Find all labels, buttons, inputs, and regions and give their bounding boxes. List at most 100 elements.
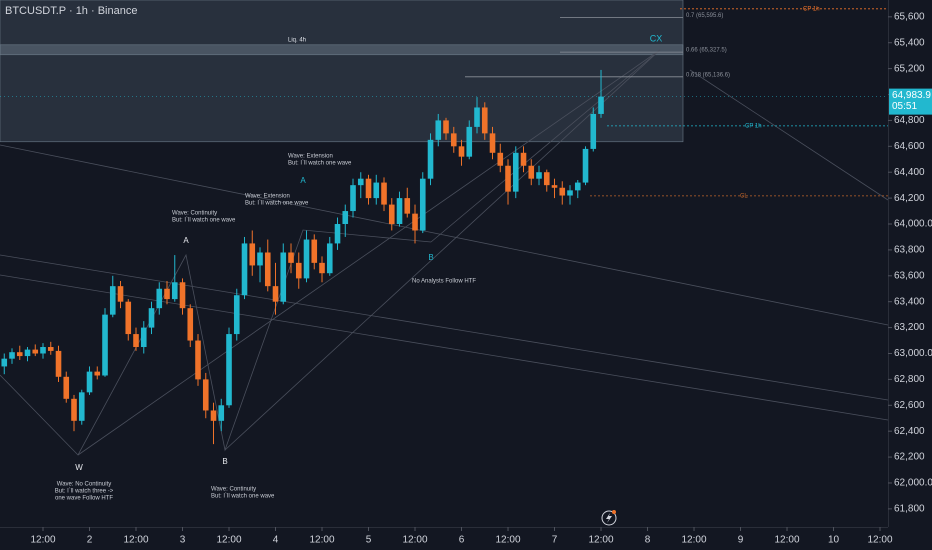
countdown: 05:51 [892, 101, 917, 112]
candle-body [47, 347, 54, 351]
candle-body [536, 172, 542, 179]
candle-body [40, 347, 46, 354]
candle-body [528, 165, 535, 179]
candle-body [474, 107, 480, 127]
candle-body [86, 371, 93, 393]
candle-body [272, 286, 279, 302]
annotation: Wave: No Continuity [57, 482, 111, 488]
candle-body [567, 190, 573, 196]
candle-body [489, 133, 496, 153]
candle-body [350, 185, 356, 212]
candle-body [404, 198, 411, 214]
x-tick-label: 10 [828, 535, 840, 546]
zone [0, 44, 684, 56]
x-tick-label: 12:00 [123, 535, 148, 546]
trend-line [689, 69, 889, 201]
candle-body [24, 349, 31, 357]
candle-body [156, 288, 163, 309]
annotation: Wave: Extension [288, 154, 333, 160]
candle-body [295, 262, 302, 279]
candle-body [357, 178, 364, 186]
x-tick-label: 12:00 [589, 535, 614, 546]
trend-line [77, 49, 661, 456]
trend-lines [0, 49, 889, 456]
y-tick-label: 63,600 [894, 270, 925, 281]
trend-line [0, 144, 889, 326]
candle-body [559, 187, 566, 196]
candle-body [303, 239, 310, 279]
annotation: But: I`ll watch one wave [245, 201, 309, 207]
candle-body [16, 352, 23, 357]
annotation: one wave Follow HTF [55, 496, 113, 502]
candle-body [32, 349, 39, 354]
candle-body [598, 96, 604, 114]
x-tick-label: 12:00 [309, 535, 334, 546]
candle-body [326, 243, 333, 274]
candle-body [582, 148, 589, 183]
annotation: But: I`ll watch one wave [288, 161, 352, 167]
y-tick-label: 63,800 [894, 245, 925, 256]
level-label: CL [740, 193, 748, 199]
candle-body [342, 211, 349, 225]
candle-body [443, 120, 449, 134]
y-tick-label: 63,000.0 [894, 348, 932, 359]
x-tick-label: 12:00 [868, 535, 893, 546]
candle-body [311, 239, 318, 263]
candle-body [102, 314, 108, 376]
candle-body [505, 165, 511, 192]
trend-line [430, 49, 661, 243]
wave-label: B [428, 253, 433, 262]
candle-body [202, 379, 209, 411]
candle-body [427, 139, 434, 179]
x-tick-label: 12:00 [495, 535, 520, 546]
annotation: But: I`ll watch one wave [172, 218, 236, 224]
y-tick-label: 64,000.0 [894, 219, 932, 230]
x-tick-label: 5 [366, 535, 372, 546]
y-tick-label: 61,800 [894, 504, 925, 515]
y-tick-label: 64,200 [894, 193, 925, 204]
candle-body [396, 198, 403, 225]
y-tick-label: 65,200 [894, 63, 925, 74]
wave-path [0, 229, 432, 456]
x-tick-label: 12:00 [30, 535, 55, 546]
candle-body [249, 243, 256, 266]
y-tick-label: 62,200 [894, 452, 925, 463]
y-tick-label: 63,200 [894, 322, 925, 333]
x-tick-label: 9 [738, 535, 744, 546]
x-tick-label: 8 [645, 535, 651, 546]
level-label: 0.7 (65,595.6) [686, 13, 723, 19]
x-tick-label: 12:00 [216, 535, 241, 546]
y-tick-label: 62,800 [894, 374, 925, 385]
y-tick-label: 64,800 [894, 115, 925, 126]
wave-label: B [222, 457, 227, 466]
candle-body [195, 340, 201, 380]
candle-body [574, 182, 581, 191]
candle-body [55, 350, 62, 377]
candle-body [412, 213, 418, 231]
zone [0, 0, 684, 143]
level-label: CP 1h [745, 123, 762, 129]
x-tick-label: 12:00 [682, 535, 707, 546]
level-label: CP 1h [803, 6, 820, 12]
trend-line [224, 49, 661, 451]
trend-line [0, 254, 889, 401]
y-tick-label: 62,600 [894, 400, 925, 411]
candle-body [78, 392, 85, 421]
annotation: Wave: Extension [245, 194, 290, 200]
candle-body [551, 185, 558, 188]
candle-body [148, 308, 155, 328]
candle-body [365, 178, 372, 199]
candle-body [125, 301, 132, 335]
zone-label: Liq. 4h [288, 37, 306, 43]
candle-body [109, 286, 116, 315]
candle-body [171, 282, 178, 300]
candle-body [512, 152, 519, 192]
candle-body [218, 405, 225, 421]
annotation: But: I`ll watch one wave [211, 494, 275, 500]
wave-label: A [183, 236, 189, 245]
annotation: Wave: Continuity [172, 211, 217, 217]
wave-label: W [75, 463, 83, 472]
last-price-label: 64,983.9 [892, 90, 931, 101]
candle-body [210, 410, 217, 421]
